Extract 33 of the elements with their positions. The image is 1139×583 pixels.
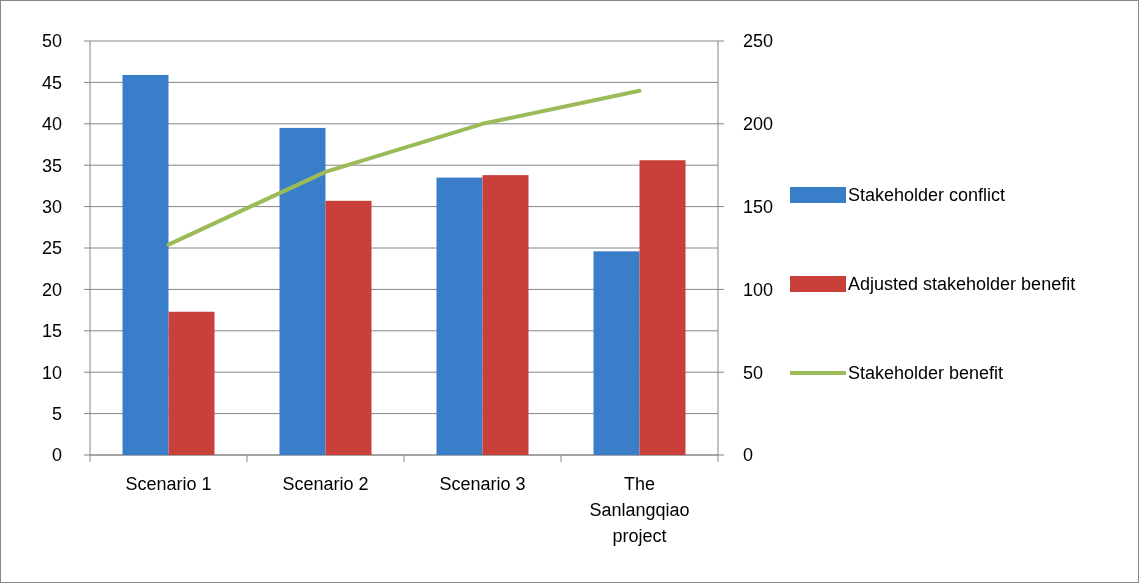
y2-tick-label: 250 bbox=[743, 31, 774, 52]
y2-tick-label: 150 bbox=[743, 196, 774, 217]
y-tick-label: 20 bbox=[41, 279, 62, 300]
y-tick-label: 10 bbox=[41, 362, 62, 383]
bar bbox=[325, 200, 372, 455]
y-tick-label: 25 bbox=[41, 238, 62, 259]
y2-tick-label: 200 bbox=[743, 114, 774, 135]
x-tick-label: Scenario 3 bbox=[439, 474, 526, 494]
y-tick-label: 0 bbox=[51, 445, 62, 466]
bar bbox=[122, 74, 169, 455]
legend-label: Stakeholder benefit bbox=[848, 363, 1004, 384]
y2-tick-label: 0 bbox=[743, 445, 754, 466]
y-tick-label: 15 bbox=[41, 321, 62, 342]
x-tick-label: Scenario 1 bbox=[125, 474, 212, 494]
y-tick-label: 45 bbox=[41, 72, 62, 93]
y-tick-label: 5 bbox=[51, 403, 62, 424]
y2-tick-label: 50 bbox=[743, 362, 764, 383]
legend-label: Stakeholder conflict bbox=[848, 185, 1006, 206]
x-tick-label: The Sanlangqiao project bbox=[589, 474, 690, 546]
y-tick-label: 40 bbox=[41, 114, 62, 135]
line-series bbox=[166, 88, 642, 247]
y-tick-label: 35 bbox=[41, 155, 62, 176]
bar bbox=[593, 251, 640, 455]
y-tick-label: 30 bbox=[41, 196, 62, 217]
bar bbox=[639, 160, 686, 455]
bar bbox=[168, 311, 215, 455]
legend-label: Adjusted stakeholder benefit bbox=[848, 274, 1076, 295]
bar bbox=[482, 175, 529, 455]
bar bbox=[436, 177, 483, 455]
y2-tick-label: 100 bbox=[743, 279, 774, 300]
y-tick-label: 50 bbox=[41, 31, 62, 52]
bar bbox=[279, 127, 326, 455]
x-tick-label: Scenario 2 bbox=[282, 474, 369, 494]
